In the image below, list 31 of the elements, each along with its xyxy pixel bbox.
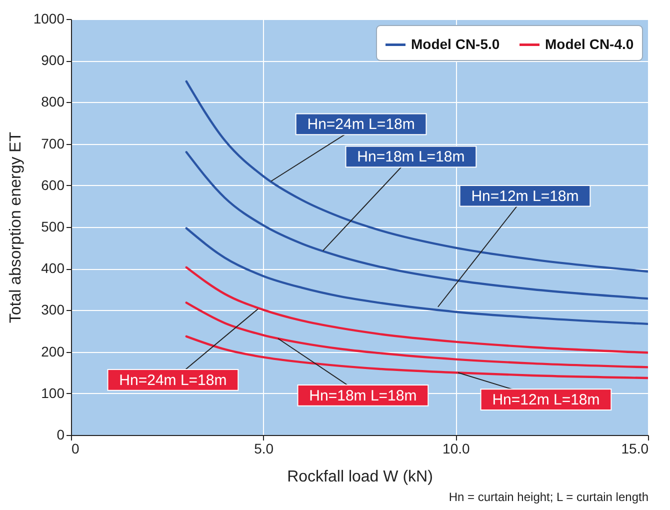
- y-tick-label: 300: [41, 302, 65, 318]
- x-axis-title: Rockfall load W (kN): [287, 468, 433, 486]
- line-series: [185, 227, 648, 326]
- y-tick-label: 1000: [33, 10, 65, 26]
- y-tick-label: 200: [41, 343, 65, 360]
- legend-label: Model CN-5.0: [411, 36, 500, 52]
- y-tick-label: 600: [41, 176, 65, 193]
- line-series: [185, 80, 648, 273]
- x-tick-label: 10.0: [442, 440, 470, 456]
- x-tick-label: 0: [72, 440, 80, 456]
- x-tick-label: 5.0: [254, 440, 274, 456]
- line-series: [185, 302, 648, 368]
- annotation: Hn=18m L=18m: [357, 148, 465, 166]
- line-series: [185, 266, 648, 354]
- y-tick-label: 500: [41, 218, 65, 234]
- annotation: Hn=12m L=18m: [471, 188, 579, 205]
- y-tick-label: 800: [41, 94, 65, 110]
- annotation: Hn=12m L=18m: [492, 392, 600, 409]
- y-tick-label: 400: [41, 260, 65, 276]
- annotation: Hn=24m L=18m: [307, 116, 415, 134]
- y-tick-label: 700: [41, 135, 65, 152]
- y-tick-label: 0: [56, 426, 65, 442]
- y-tick-label: 100: [41, 384, 65, 401]
- x-tick-label: 15.0: [621, 440, 649, 456]
- legend-label: Model CN-4.0: [545, 36, 634, 52]
- y-tick-label: 900: [41, 52, 65, 68]
- y-axis-title: Total absorption energy ET: [7, 132, 24, 324]
- text: Hn = curtain height; L = curtain length: [448, 490, 648, 504]
- line-series: [185, 151, 648, 300]
- annotation: Hn=24m L=18m: [119, 372, 227, 389]
- annotation: Hn=18m L=18m: [309, 387, 417, 404]
